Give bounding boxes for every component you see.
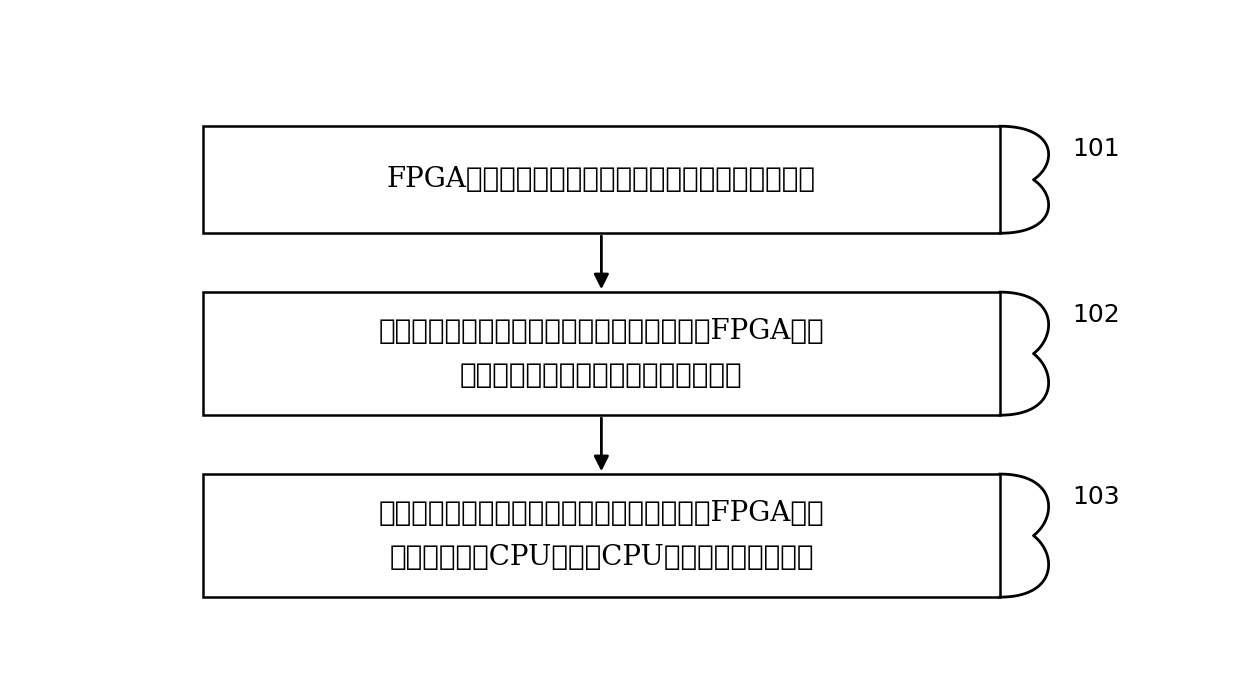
Text: 101: 101	[1072, 137, 1120, 161]
Text: FPGA确定智能网卡接收到的数据报文对应的处理类型: FPGA确定智能网卡接收到的数据报文对应的处理类型	[387, 166, 815, 193]
FancyBboxPatch shape	[203, 126, 1000, 234]
FancyBboxPatch shape	[203, 292, 1000, 415]
Text: 当数据报文对应的处理类型为数据面处理时，FPGA通过
智能网卡将数据报文发送给下一跳节点: 当数据报文对应的处理类型为数据面处理时，FPGA通过 智能网卡将数据报文发送给下…	[379, 318, 824, 389]
Text: 当数据报文对应的处理类型为控制面处理时，FPGA将数
据报文发送给CPU，以使CPU对数据报文进行处理: 当数据报文对应的处理类型为控制面处理时，FPGA将数 据报文发送给CPU，以使C…	[379, 500, 824, 571]
Text: 103: 103	[1072, 485, 1120, 509]
FancyBboxPatch shape	[203, 474, 1000, 597]
Text: 102: 102	[1072, 303, 1120, 327]
